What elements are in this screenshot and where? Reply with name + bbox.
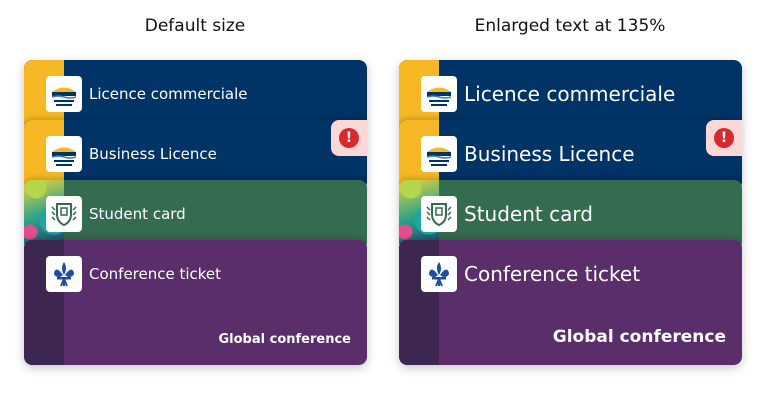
card-stack-enlarged: Licence commerciale Business Licence Stu… bbox=[399, 60, 742, 365]
alert-exclamation-icon: ! bbox=[714, 128, 734, 148]
card-student-card[interactable]: Student card bbox=[399, 180, 742, 250]
card-sublabel: Global conference bbox=[552, 327, 726, 347]
card-licence-commerciale[interactable]: Licence commerciale bbox=[24, 60, 367, 130]
shield-crest-icon bbox=[421, 196, 457, 232]
heading-default-size: Default size bbox=[144, 16, 246, 36]
bc-government-logo bbox=[421, 136, 457, 172]
shield-crest-icon bbox=[46, 196, 82, 232]
alert-badge[interactable]: ! bbox=[706, 120, 742, 156]
card-sublabel: Global conference bbox=[218, 332, 352, 347]
card-student-card[interactable]: Student card bbox=[24, 180, 367, 250]
card-conference-ticket[interactable]: Conference ticket Global conference bbox=[24, 240, 367, 365]
heading-enlarged-text: Enlarged text at 135% bbox=[474, 16, 666, 36]
fleur-de-lis-icon bbox=[421, 256, 457, 292]
card-label: Student card bbox=[464, 202, 593, 226]
card-label: Business Licence bbox=[464, 142, 635, 166]
fleur-de-lis-icon bbox=[46, 256, 82, 292]
card-label: Business Licence bbox=[89, 145, 217, 163]
alert-badge[interactable]: ! bbox=[331, 120, 367, 156]
card-business-licence[interactable]: Business Licence bbox=[24, 120, 367, 190]
bc-government-logo bbox=[46, 76, 82, 112]
card-conference-ticket[interactable]: Conference ticket Global conference bbox=[399, 240, 742, 365]
card-business-licence[interactable]: Business Licence bbox=[399, 120, 742, 190]
card-label: Conference ticket bbox=[464, 262, 641, 286]
card-licence-commerciale[interactable]: Licence commerciale bbox=[399, 60, 742, 130]
card-label: Student card bbox=[89, 205, 186, 223]
card-label: Licence commerciale bbox=[464, 82, 676, 106]
bc-government-logo bbox=[421, 76, 457, 112]
card-label: Licence commerciale bbox=[89, 85, 248, 103]
alert-exclamation-icon: ! bbox=[339, 128, 359, 148]
bc-government-logo bbox=[46, 136, 82, 172]
card-stack-default: Licence commerciale Business Licence Stu… bbox=[24, 60, 367, 365]
card-label: Conference ticket bbox=[89, 265, 222, 283]
